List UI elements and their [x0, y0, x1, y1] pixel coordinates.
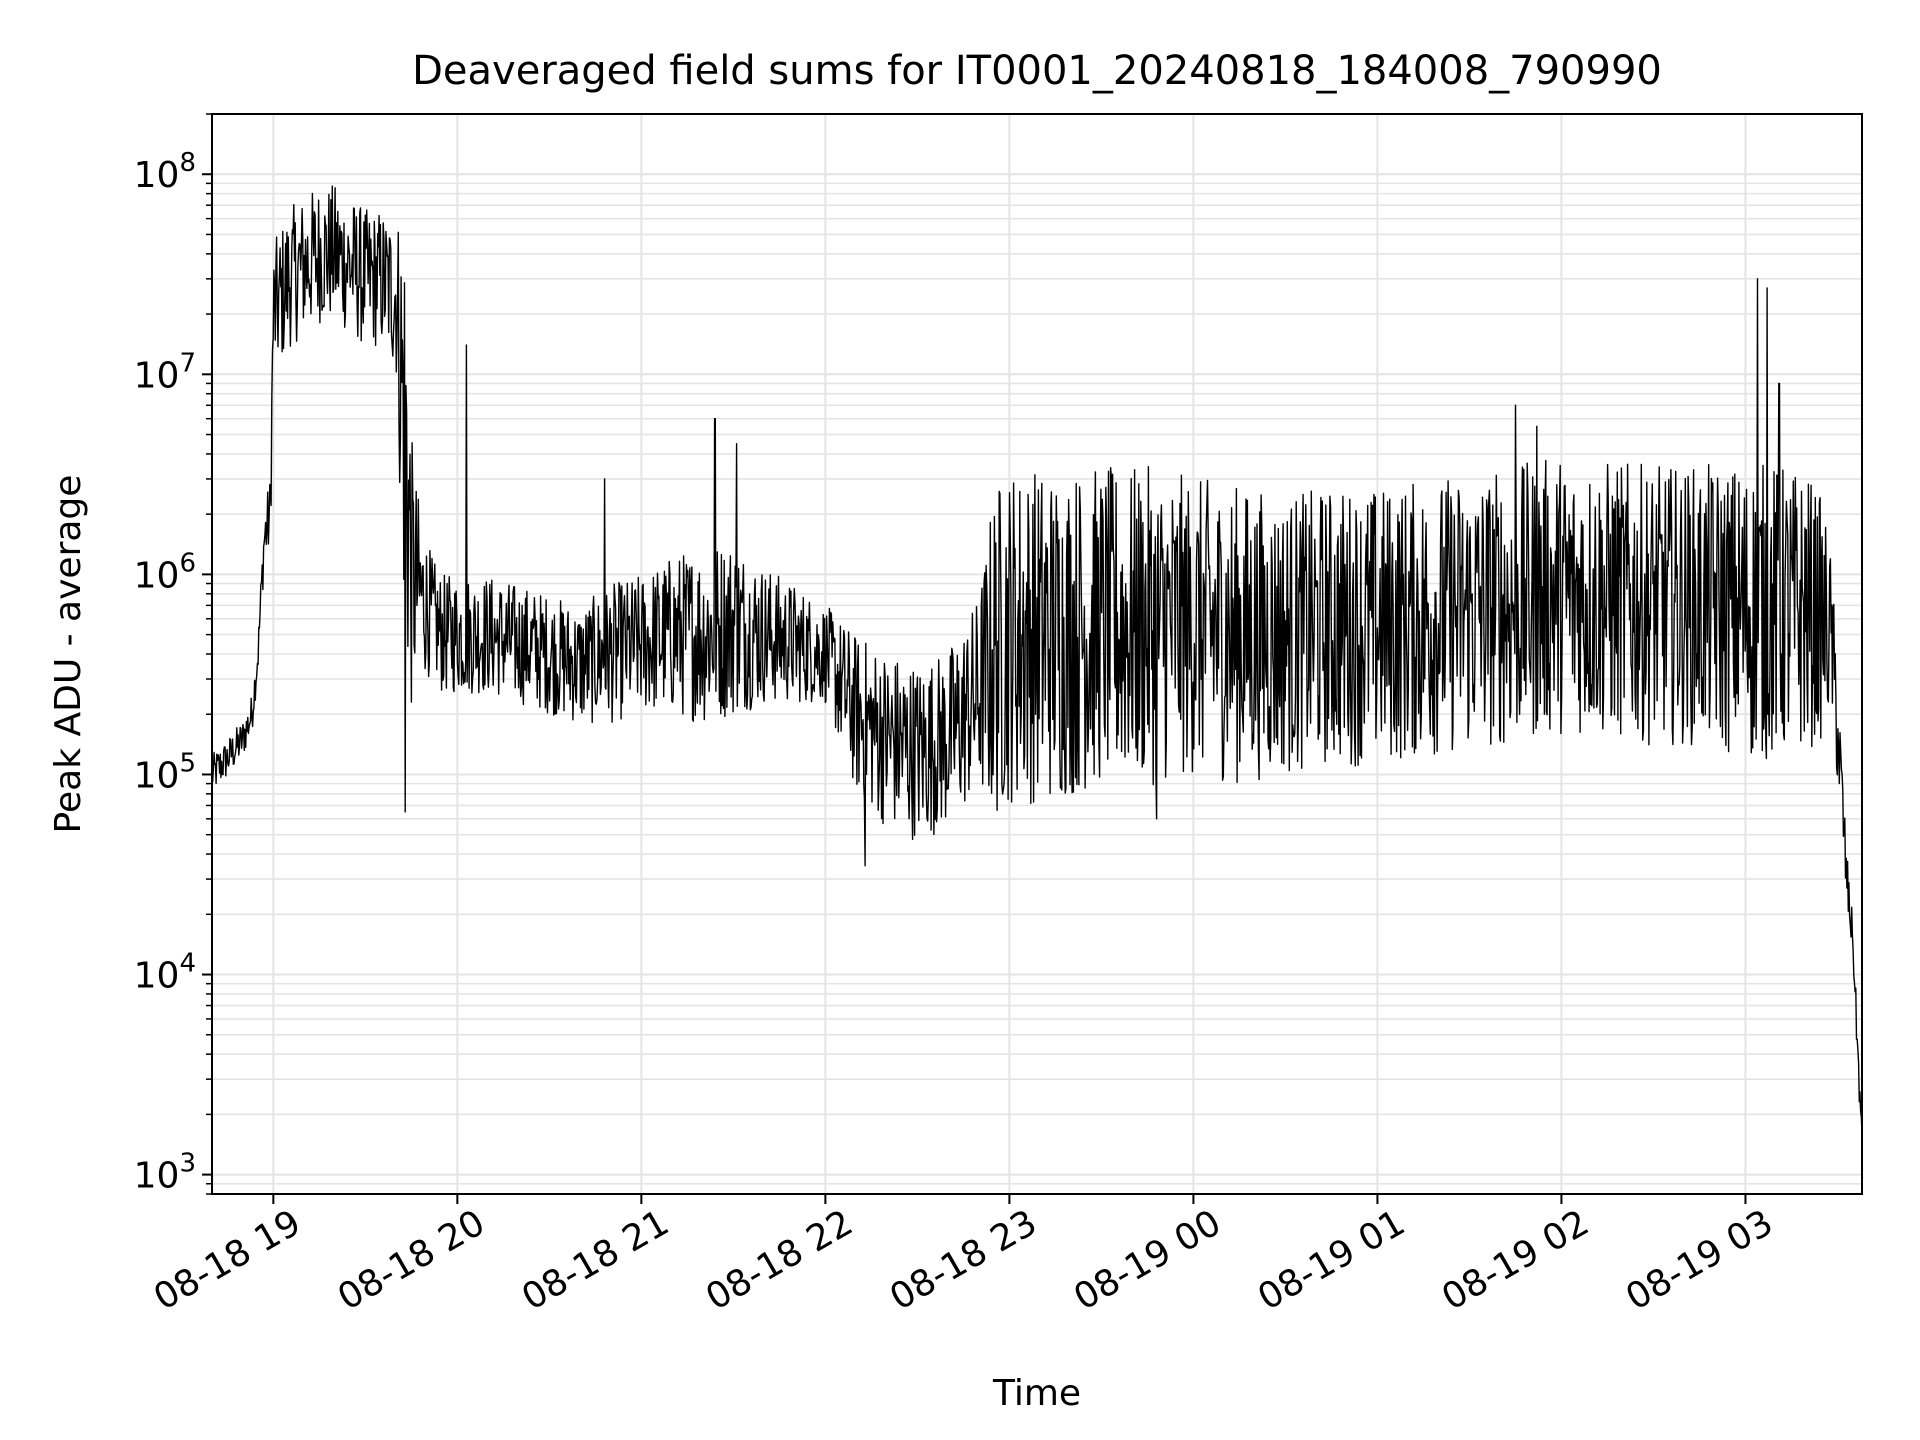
y-tick-exponent: 3: [179, 1149, 196, 1179]
y-tick-base: 10: [134, 555, 180, 596]
series-line: [211, 185, 1863, 1133]
x-tick-label: 08-19 00: [1067, 1202, 1228, 1318]
y-tick-label: 107: [134, 348, 196, 396]
y-tick-exponent: 4: [179, 949, 196, 979]
y-tick-label: 105: [134, 748, 196, 796]
y-tick-exponent: 5: [179, 748, 196, 778]
x-tick-label: 08-19 02: [1435, 1202, 1596, 1318]
y-tick-exponent: 6: [179, 548, 196, 578]
y-tick-exponent: 7: [179, 348, 196, 378]
x-axis-label: Time: [992, 1373, 1081, 1414]
x-tick-label: 08-18 22: [699, 1202, 860, 1318]
x-tick-label: 08-18 20: [331, 1202, 492, 1318]
x-tick-label: 08-18 21: [515, 1202, 676, 1318]
x-tick-label: 08-18 19: [147, 1202, 308, 1318]
y-tick-label: 103: [134, 1149, 196, 1197]
series-line-layer: [211, 185, 1863, 1133]
y-tick-base: 10: [134, 155, 180, 196]
chart-title: Deaveraged field sums for IT0001_2024081…: [412, 48, 1662, 94]
y-tick-base: 10: [134, 755, 180, 796]
y-tick-label: 106: [134, 548, 196, 596]
y-tick-exponent: 8: [179, 148, 196, 178]
y-tick-base: 10: [134, 1156, 180, 1197]
y-tick-base: 10: [134, 956, 180, 997]
x-tick-label: 08-19 01: [1251, 1202, 1412, 1318]
x-tick-label: 08-19 03: [1619, 1202, 1780, 1318]
y-axis-label: Peak ADU - average: [48, 475, 89, 834]
x-tick-label: 08-18 23: [883, 1202, 1044, 1318]
y-tick-label: 104: [134, 949, 196, 997]
y-tick-base: 10: [134, 355, 180, 396]
y-tick-label: 108: [134, 148, 196, 196]
